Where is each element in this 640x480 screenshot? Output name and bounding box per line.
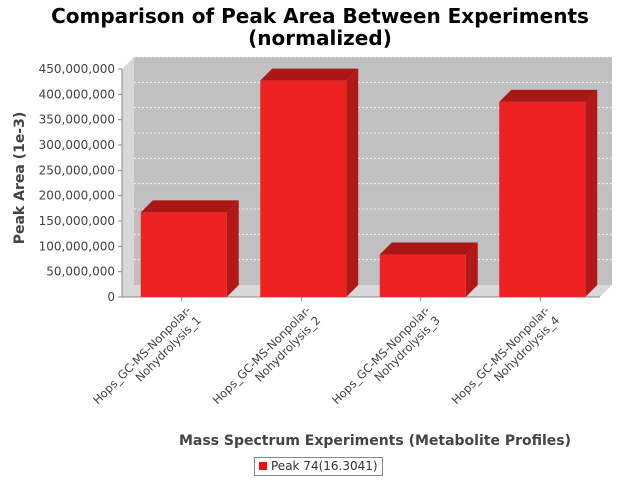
legend: Peak 74(16.3041) [254, 457, 383, 476]
y-tick-label: 150,000,000 [39, 214, 115, 228]
bars [140, 68, 598, 297]
x-axis-title: Mass Spectrum Experiments (Metabolite Pr… [179, 433, 571, 449]
y-tick-label: 400,000,000 [39, 87, 115, 101]
plot-floor [122, 285, 612, 297]
chart-title-line-2: (normalized) [248, 26, 392, 50]
bar-front [140, 212, 227, 297]
bar-top [260, 68, 359, 81]
chart-title-line-1: Comparison of Peak Area Between Experime… [51, 4, 589, 28]
y-axis-title: Peak Area (1e-3) [12, 112, 28, 245]
bar-front [499, 101, 586, 297]
x-tick-label: Hops_GC-MS-Nonpolar-Nohydrolysis_1 [90, 303, 204, 407]
bar-front [379, 254, 466, 297]
legend-swatch [259, 462, 267, 470]
y-tick-label: 300,000,000 [39, 138, 115, 152]
bar-top [499, 89, 598, 102]
x-tick-label: Hops_GC-MS-Nonpolar-Nohydrolysis_4 [449, 303, 563, 407]
bar-top [379, 242, 478, 255]
x-axis-ticks: Hops_GC-MS-Nonpolar-Nohydrolysis_1 Hops_G… [90, 297, 563, 407]
y-tick-label: 200,000,000 [39, 189, 115, 203]
bar-side [226, 200, 239, 297]
x-tick-label: Hops_GC-MS-Nonpolar-Nohydrolysis_2 [210, 303, 324, 407]
bar-top [140, 200, 239, 213]
y-axis-ticks: 0 50,000,000 100,000,000 150,000,000 200,000… [39, 62, 122, 304]
bar-side [465, 242, 478, 297]
bar [499, 89, 598, 297]
bar-side [585, 89, 598, 297]
bar-side [346, 68, 359, 297]
plot-left-wall [122, 57, 134, 297]
bar-front [260, 80, 347, 297]
bar [379, 242, 478, 297]
x-tick-label-line: Hops_GC-MS-Nonpolar- [210, 303, 314, 407]
bar [260, 68, 359, 297]
x-tick-label-line: Hops_GC-MS-Nonpolar- [449, 303, 553, 407]
x-tick-label-line: Hops_GC-MS-Nonpolar- [90, 303, 194, 407]
y-tick-label: 450,000,000 [39, 62, 115, 76]
y-tick-label: 100,000,000 [39, 239, 115, 253]
y-tick-label: 0 [107, 290, 115, 304]
x-tick-label: Hops_GC-MS-Nonpolar-Nohydrolysis_3 [329, 303, 443, 407]
y-tick-label: 350,000,000 [39, 113, 115, 127]
y-tick-label: 50,000,000 [46, 265, 115, 279]
bar [140, 200, 239, 297]
legend-label: Peak 74(16.3041) [271, 459, 378, 473]
x-tick-label-line: Hops_GC-MS-Nonpolar- [329, 303, 433, 407]
y-tick-label: 250,000,000 [39, 163, 115, 177]
